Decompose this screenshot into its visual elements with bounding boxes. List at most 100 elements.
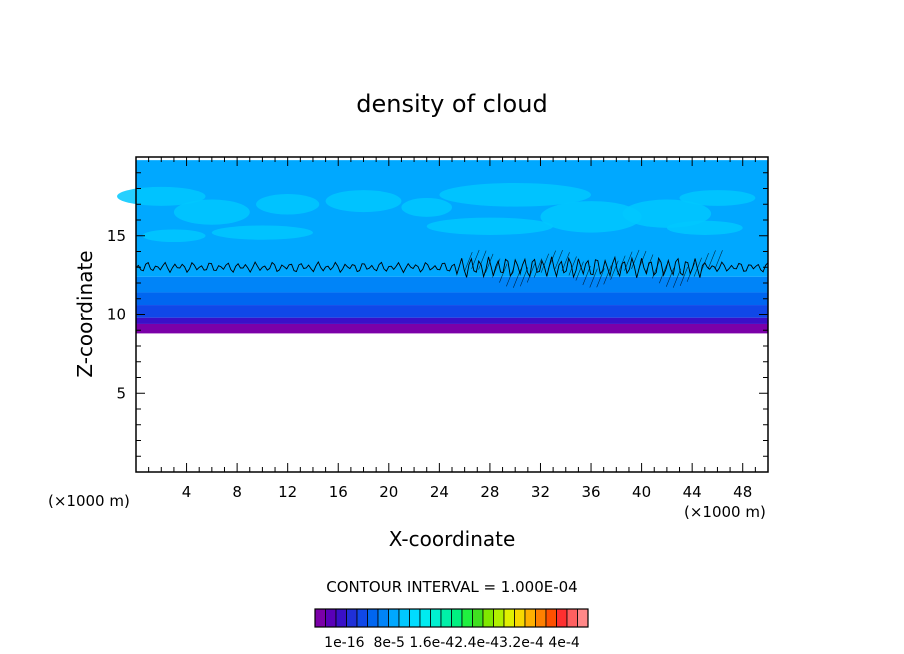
wave-hatch <box>659 264 668 284</box>
wave-hatch <box>679 266 689 286</box>
x-axis-label: X-coordinate <box>389 527 516 551</box>
x-tick-label: 20 <box>379 483 398 501</box>
colorbar-tick-labels: 1e-16 8e-5 1.6e-42.4e-43.2e-4 4e-4 <box>324 635 580 651</box>
colorbar-swatch <box>388 608 400 628</box>
x-tick-label: 16 <box>329 483 348 501</box>
wave-hatch <box>554 249 563 270</box>
colorbar-swatch <box>356 608 368 628</box>
wave-hatch <box>624 251 633 271</box>
colorbar-swatch <box>461 608 473 628</box>
wave-hatch <box>464 252 473 272</box>
wave-hatch <box>526 263 536 283</box>
cloud-patch-0 <box>117 186 206 206</box>
colorbar-swatch <box>325 608 337 628</box>
wave-hatch <box>596 268 605 288</box>
plot-area <box>117 160 769 334</box>
colorbar-swatch <box>503 608 515 628</box>
chart-title: density of cloud <box>356 90 547 118</box>
wave-hatch <box>700 253 709 273</box>
x-tick-label: 48 <box>733 483 752 501</box>
field-band-2 <box>136 305 768 318</box>
wave-hatch <box>547 250 556 270</box>
field-band-1 <box>136 317 768 324</box>
wave-hatch <box>672 268 682 288</box>
wave-hatch <box>471 249 480 270</box>
x-tick-label: 44 <box>683 483 702 501</box>
colorbar-swatch <box>335 608 347 628</box>
wave-hatch <box>686 262 695 282</box>
colorbar-swatch <box>398 608 410 628</box>
colorbar-swatch <box>493 608 505 628</box>
cloud-patch-8 <box>679 190 756 206</box>
colorbar-swatch <box>472 608 484 628</box>
wave-hatch <box>617 255 626 275</box>
wave-hatch <box>714 250 723 270</box>
wave-hatch <box>693 257 702 277</box>
wave-hatch <box>561 252 570 272</box>
field-band-4 <box>136 276 768 293</box>
wave-hatch <box>533 258 543 278</box>
colorbar-swatch <box>440 608 452 628</box>
wave-hatch <box>582 265 591 286</box>
wave-hatch <box>540 253 549 273</box>
cloud-patch-3 <box>325 190 402 213</box>
wave-hatch <box>492 258 501 278</box>
y-axis-label: Z-coordinate <box>73 250 97 377</box>
colorbar-swatch <box>545 608 557 628</box>
x-tick-label: 4 <box>182 483 192 501</box>
colorbar-swatch <box>430 608 442 628</box>
wave-hatch <box>603 265 612 285</box>
colorbar-swatch <box>566 608 578 628</box>
field-band-0 <box>136 323 768 334</box>
cloud-patch-9 <box>211 225 313 240</box>
cloud-patch-4 <box>401 197 452 217</box>
colorbar-swatch <box>451 608 463 628</box>
colorbar-swatch <box>367 608 379 628</box>
field-band-3 <box>136 292 768 306</box>
wave-hatch <box>506 267 515 287</box>
wave-hatch <box>499 263 508 283</box>
cloud-patch-1 <box>173 199 250 225</box>
y-tick-label: 10 <box>107 306 126 324</box>
wave-hatch <box>478 250 487 270</box>
y-axis: 5 10 15 <box>107 172 768 457</box>
x-tick-label: 12 <box>278 483 297 501</box>
wave-hatch <box>707 250 716 270</box>
x-unit-right: (×1000 m) <box>684 503 766 521</box>
colorbar-swatch <box>524 608 536 628</box>
wave-hatch <box>519 267 529 287</box>
x-axis: 4 8 12 16 20 24 28 32 36 40 44 48 <box>148 157 756 501</box>
cloud-patch-12 <box>666 220 743 235</box>
wave-hatch <box>485 253 494 273</box>
colorbar-swatch <box>577 608 589 628</box>
wave-hatch <box>645 254 654 274</box>
cloud-patch-2 <box>256 194 320 215</box>
x-tick-label: 8 <box>232 483 242 501</box>
x-tick-label: 28 <box>480 483 499 501</box>
colorbar-swatch <box>482 608 494 628</box>
wave-hatch <box>638 250 647 271</box>
colorbar-swatch <box>314 608 326 628</box>
colorbar-swatch <box>346 608 358 628</box>
cloud-patch-11 <box>142 229 206 243</box>
wave-hatch <box>513 268 522 288</box>
colorbar-swatch <box>419 608 431 628</box>
x-unit-left: (×1000 m) <box>48 492 130 510</box>
wave-hatch <box>610 260 619 280</box>
wave-hatch <box>589 268 598 288</box>
y-tick-label: 5 <box>116 384 126 402</box>
wave-hatch <box>631 249 640 269</box>
x-tick-label: 36 <box>581 483 600 501</box>
cloud-patch-6 <box>540 201 642 233</box>
colorbar <box>314 608 589 628</box>
wave-hatch <box>665 267 675 287</box>
cloud-patch-7 <box>622 199 712 228</box>
wave-hatch <box>568 256 577 276</box>
x-tick-label: 24 <box>430 483 449 501</box>
x-tick-label: 32 <box>531 483 550 501</box>
colorbar-swatch <box>535 608 547 628</box>
colorbar-frame <box>314 608 589 628</box>
wave-hatch <box>652 259 661 279</box>
x-tick-label: 40 <box>632 483 651 501</box>
